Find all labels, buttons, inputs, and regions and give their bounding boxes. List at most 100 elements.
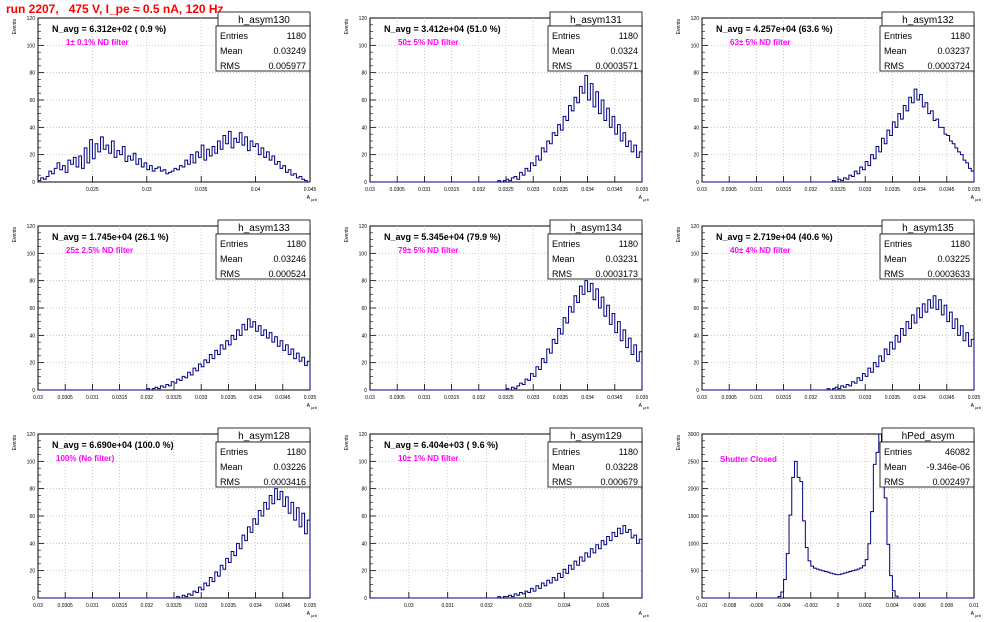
- x-tick-label: 0.03: [697, 187, 707, 193]
- filter-annotation: Shutter Closed: [720, 455, 777, 464]
- stats-title: h_asym133: [238, 223, 290, 234]
- stats-row-value: 0.03231: [605, 254, 638, 264]
- stats-title: h_asym135: [902, 223, 954, 234]
- x-tick-label: 0.0335: [885, 187, 901, 193]
- stats-row-label: Entries: [552, 239, 581, 249]
- stats-row-label: Mean: [884, 462, 907, 472]
- y-tick-label: 20: [29, 153, 35, 159]
- y-tick-label: 20: [693, 361, 699, 367]
- stats-title: h_asym128: [238, 431, 290, 442]
- y-tick-label: 40: [29, 125, 35, 131]
- y-tick-label: 40: [693, 333, 699, 339]
- x-tick-label: 0.031: [418, 187, 431, 193]
- y-axis-label: Events: [12, 227, 18, 243]
- stats-row-value: 1180: [287, 31, 306, 41]
- y-tick-label: 120: [691, 16, 700, 22]
- x-tick-label: 0.033: [527, 395, 540, 401]
- x-axis-label-subscript: μrb: [311, 613, 318, 618]
- x-tick-label: 0.032: [805, 395, 818, 401]
- histogram-series: [702, 88, 975, 183]
- y-tick-label: 100: [27, 251, 36, 257]
- x-tick-label: 0.033: [859, 187, 872, 193]
- stats-row-value: 0.000679: [600, 477, 638, 487]
- y-tick-label: 40: [361, 541, 367, 547]
- stats-box: [879, 441, 975, 488]
- y-axis-label: Events: [12, 19, 18, 35]
- x-tick-label: 0.031: [750, 395, 763, 401]
- y-tick-label: 2500: [688, 459, 699, 465]
- y-tick-label: 0: [696, 596, 699, 602]
- x-tick-label: 0.035: [968, 187, 981, 193]
- navg-label: N_avg = 2.719e+04 (40.6 %): [716, 232, 833, 242]
- stats-row-value: 0.03228: [605, 462, 638, 472]
- navg-label: N_avg = 6.404e+03 ( 9.6 %): [384, 440, 498, 450]
- y-tick-label: 40: [361, 333, 367, 339]
- y-axis-label: Events: [12, 435, 18, 451]
- x-axis-label: A: [971, 403, 975, 409]
- stats-row-value: 0.000524: [268, 269, 306, 279]
- stats-row-label: Entries: [884, 239, 913, 249]
- stats-row-label: RMS: [884, 477, 904, 487]
- y-tick-label: 60: [361, 98, 367, 104]
- filter-annotation: 50± 5% ND filter: [398, 38, 458, 47]
- stats-row-value: 0.03237: [937, 46, 970, 56]
- stats-title: h_asym131: [570, 15, 622, 26]
- y-axis-label: Events: [676, 435, 682, 451]
- stats-row-label: Mean: [552, 462, 575, 472]
- y-tick-label: 20: [361, 153, 367, 159]
- x-tick-label: 0.0325: [498, 187, 514, 193]
- stats-box: [547, 441, 643, 488]
- y-tick-label: 80: [361, 487, 367, 493]
- stats-box: [215, 25, 311, 72]
- y-tick-label: 0: [364, 596, 367, 602]
- y-tick-label: 2000: [688, 487, 699, 493]
- y-tick-label: 100: [27, 43, 36, 49]
- x-tick-label: 0.025: [86, 187, 99, 193]
- x-tick-label: -0.008: [722, 603, 736, 609]
- x-tick-label: 0.034: [249, 395, 262, 401]
- histogram-series: [702, 295, 975, 391]
- y-tick-label: 120: [359, 16, 368, 22]
- stats-row-label: RMS: [552, 477, 572, 487]
- stats-row-value: 1180: [619, 447, 638, 457]
- histogram-pad-h_asym132: 0 20 40 60 80 100 120 0.03 0.0305 0.031 0.0315 0.03…: [676, 11, 982, 202]
- x-tick-label: 0.035: [636, 395, 649, 401]
- histogram-series: [37, 130, 310, 183]
- y-tick-label: 80: [361, 71, 367, 77]
- y-tick-label: 60: [693, 306, 699, 312]
- y-tick-label: 100: [359, 251, 368, 257]
- x-tick-label: 0.034: [913, 187, 926, 193]
- y-tick-label: 60: [361, 306, 367, 312]
- x-tick-label: 0.031: [86, 603, 99, 609]
- x-tick-label: 0: [837, 603, 840, 609]
- stats-row-label: RMS: [552, 61, 572, 71]
- y-axis-label: Events: [676, 19, 682, 35]
- y-tick-label: 0: [696, 388, 699, 394]
- x-tick-label: -0.002: [804, 603, 818, 609]
- x-tick-label: 0.0325: [498, 395, 514, 401]
- stats-box: [215, 233, 311, 280]
- x-tick-label: 0.033: [195, 603, 208, 609]
- x-tick-label: 0.035: [304, 395, 317, 401]
- x-tick-label: 0.0335: [553, 395, 569, 401]
- filter-annotation: 79± 5% ND filter: [398, 246, 458, 255]
- x-axis-label: A: [971, 611, 975, 617]
- stats-row-label: Entries: [220, 239, 249, 249]
- x-tick-label: 0.0325: [830, 187, 846, 193]
- x-tick-label: 0.034: [913, 395, 926, 401]
- y-tick-label: 40: [29, 333, 35, 339]
- y-axis-label: Events: [344, 435, 350, 451]
- x-tick-label: 0.035: [597, 603, 610, 609]
- filter-annotation: 100% (No filter): [56, 454, 115, 463]
- y-tick-label: 100: [691, 251, 700, 257]
- y-tick-label: 120: [691, 224, 700, 230]
- x-tick-label: 0.0315: [112, 603, 128, 609]
- y-tick-label: 120: [27, 432, 36, 438]
- x-tick-label: 0.03: [697, 395, 707, 401]
- y-tick-label: 120: [27, 16, 36, 22]
- y-tick-label: 3000: [688, 432, 699, 438]
- stats-row-label: RMS: [884, 269, 904, 279]
- y-tick-label: 20: [29, 361, 35, 367]
- x-tick-label: 0.0315: [444, 187, 460, 193]
